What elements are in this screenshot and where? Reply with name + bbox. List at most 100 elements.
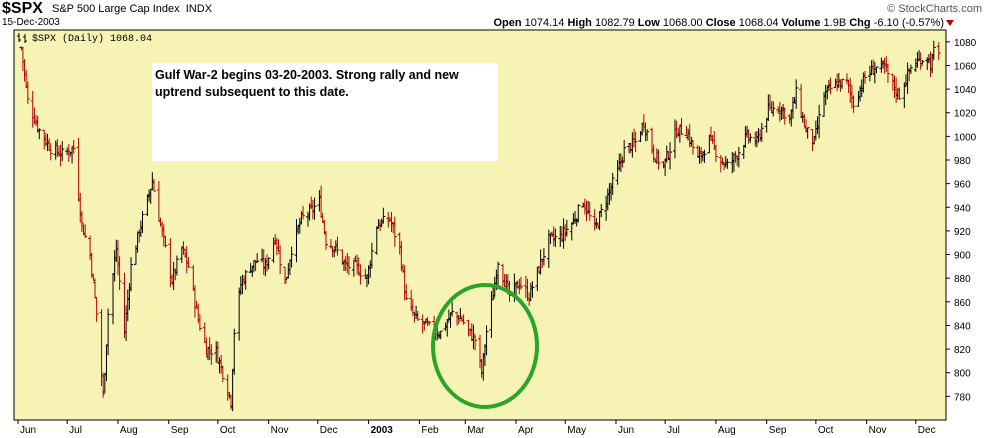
high-value: 1082.79 bbox=[594, 17, 635, 29]
ohlc-bar bbox=[918, 52, 923, 70]
x-tick-label: Nov bbox=[271, 425, 289, 436]
y-tick-label: 1000 bbox=[954, 132, 977, 143]
y-tick-label: 1040 bbox=[954, 85, 977, 96]
close-value: 1068.04 bbox=[738, 17, 779, 29]
ohlc-bar bbox=[817, 104, 822, 139]
ohlc-bar bbox=[174, 255, 179, 276]
x-tick-label: Jul bbox=[667, 425, 680, 436]
x-tick-label: Jul bbox=[69, 425, 82, 436]
ohlc-bar bbox=[83, 224, 88, 238]
y-tick-label: 920 bbox=[954, 227, 971, 238]
y-tick-label: 860 bbox=[954, 298, 971, 309]
ohlc-bar bbox=[106, 308, 111, 356]
annotation-line-1: Gulf War-2 begins 03-20-2003. Strong ral… bbox=[155, 68, 459, 82]
series-label: $SPX (Daily) 1068.04 bbox=[32, 33, 152, 45]
ohlc-bar bbox=[851, 95, 856, 113]
chg-label: Chg bbox=[849, 17, 871, 29]
ohlc-bar bbox=[312, 197, 317, 220]
ohlc-bar bbox=[713, 144, 718, 162]
ohlc-bar bbox=[71, 140, 76, 154]
ohlc-bar bbox=[610, 173, 615, 195]
x-tick-label: Dec bbox=[918, 425, 936, 436]
down-arrow-icon bbox=[946, 20, 954, 26]
ohlc-bar bbox=[496, 261, 501, 286]
ohlc-bar bbox=[874, 66, 879, 74]
ohlc-bar bbox=[759, 123, 764, 142]
ohlc-bar bbox=[805, 127, 810, 139]
ohlc-bars bbox=[19, 40, 941, 412]
ohlc-bar bbox=[25, 81, 30, 105]
ohlc-bar bbox=[491, 287, 496, 301]
chg-value: -6.10 (-0.57%) bbox=[873, 17, 944, 29]
ohlc-bar bbox=[266, 257, 271, 270]
ticker-symbol: $SPX bbox=[2, 0, 43, 17]
ohlc-summary: Open 1074.14 High 1082.79 Low 1068.00 Cl… bbox=[493, 17, 944, 29]
close-label: Close bbox=[705, 17, 736, 29]
stockcharts-watermark[interactable]: © StockCharts.com bbox=[887, 3, 982, 15]
ohlc-bar bbox=[885, 63, 890, 83]
ohlc-bar bbox=[197, 313, 202, 331]
ohlc-bar bbox=[782, 107, 787, 125]
x-tick-label: Oct bbox=[818, 425, 834, 436]
index-name-text: S&P 500 Large Cap Index bbox=[52, 3, 180, 15]
ohlc-bar bbox=[564, 219, 569, 237]
x-tick-label: Jun bbox=[618, 425, 634, 436]
y-tick-label: 1060 bbox=[954, 61, 977, 72]
ohlc-bar bbox=[209, 344, 214, 365]
ohlc-bar bbox=[771, 101, 776, 117]
x-tick-label: Sep bbox=[171, 425, 189, 436]
ohlc-bar bbox=[828, 77, 833, 95]
x-tick-label: Sep bbox=[769, 425, 787, 436]
ohlc-bar bbox=[369, 242, 374, 269]
ohlc-bar bbox=[79, 211, 84, 232]
x-tick-label: Aug bbox=[718, 425, 736, 436]
ohlc-bar bbox=[415, 310, 420, 321]
index-name: S&P 500 Large Cap Index INDX bbox=[52, 3, 212, 15]
ohlc-bar bbox=[473, 335, 478, 351]
y-tick-label: 980 bbox=[954, 156, 971, 167]
ohlc-bar bbox=[346, 255, 351, 276]
ohlc-bar bbox=[725, 158, 730, 169]
ohlc-bar bbox=[569, 222, 574, 241]
x-tick-label: Aug bbox=[120, 425, 138, 436]
y-tick-label: 880 bbox=[954, 274, 971, 285]
ohlc-bar bbox=[553, 228, 558, 247]
x-tick-label: Oct bbox=[220, 425, 236, 436]
ohlc-bar bbox=[404, 284, 409, 301]
ohlc-bar bbox=[129, 257, 134, 292]
ohlc-bar bbox=[289, 246, 294, 268]
ohlc-bar bbox=[645, 128, 650, 141]
ohlc-bar bbox=[450, 301, 455, 317]
annotation-box bbox=[152, 63, 498, 161]
ohlc-bar bbox=[931, 40, 936, 61]
open-label: Open bbox=[493, 17, 522, 29]
y-tick-label: 960 bbox=[954, 180, 971, 191]
ohlc-bar bbox=[622, 140, 627, 163]
ohlc-bar bbox=[794, 79, 799, 109]
ohlc-bar bbox=[283, 266, 288, 285]
ohlc-bar bbox=[438, 330, 443, 340]
ohlc-bar bbox=[656, 149, 661, 170]
ohlc-bar bbox=[278, 245, 283, 275]
annotation-line-2: uptrend subsequent to this date. bbox=[155, 85, 349, 99]
x-tick-label: Nov bbox=[869, 425, 887, 436]
x-tick-label: 2003 bbox=[371, 425, 394, 436]
ohlc-bar bbox=[897, 87, 902, 100]
y-tick-label: 1020 bbox=[954, 109, 977, 120]
ohlc-bar bbox=[60, 141, 65, 162]
y-tick-label: 940 bbox=[954, 203, 971, 214]
y-tick-label: 1080 bbox=[954, 38, 977, 49]
y-axis: 780 800 820 840 860 880 900 920 940 960 980 1000 102… bbox=[946, 38, 977, 403]
y-tick-label: 840 bbox=[954, 321, 971, 332]
ohlc-bar bbox=[679, 118, 684, 135]
x-tick-label: Jun bbox=[20, 425, 36, 436]
ohlc-bar bbox=[140, 210, 145, 233]
quote-date: 15-Dec-2003 bbox=[2, 17, 60, 28]
x-tick-label: Feb bbox=[421, 425, 439, 436]
series-legend: $SPX (Daily) 1068.04 bbox=[17, 33, 152, 45]
ohlc-bar bbox=[518, 277, 523, 290]
x-tick-label: Mar bbox=[467, 425, 485, 436]
highlight-circle bbox=[431, 283, 539, 409]
ohlc-bar bbox=[736, 146, 741, 168]
